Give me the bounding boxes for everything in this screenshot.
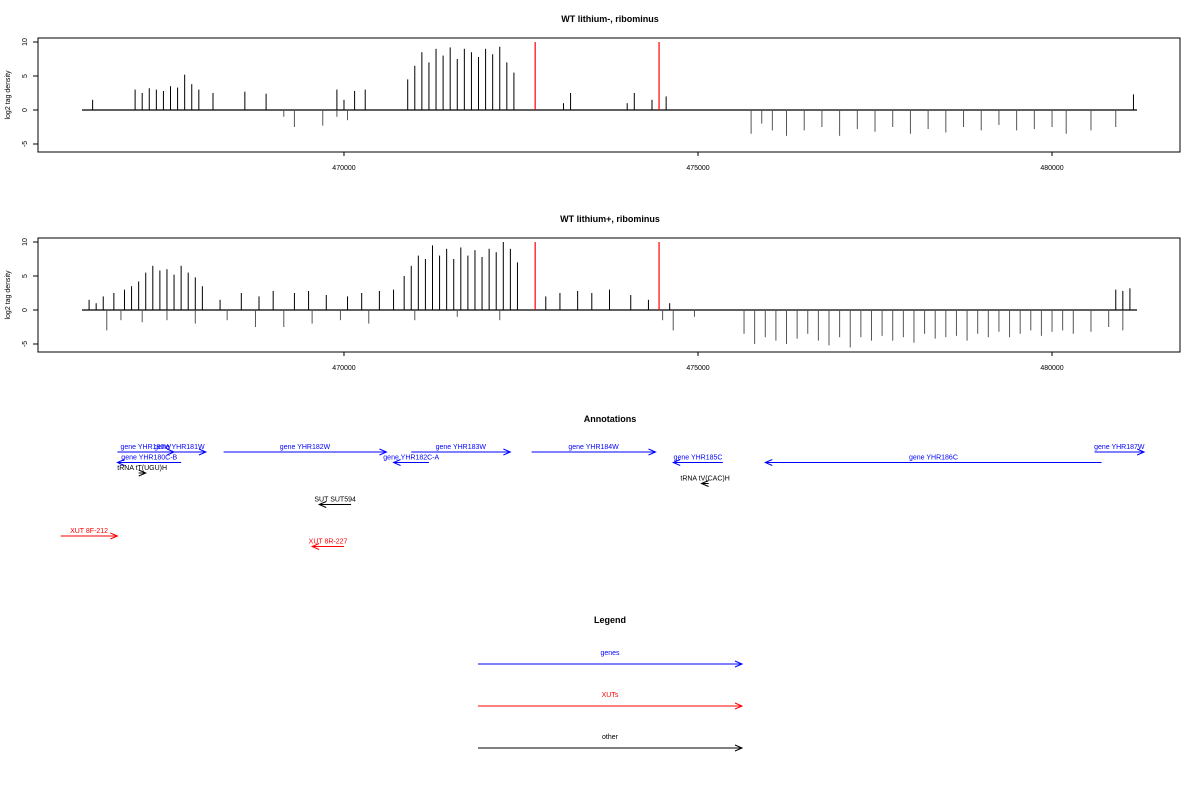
feature-label: gene YHR182W [280, 444, 331, 451]
gene-feature: gene YHR183W [411, 444, 512, 456]
arrow-head [310, 543, 320, 550]
arrow-head [317, 501, 327, 508]
xut-feature: XUT 8F-212 [60, 528, 119, 540]
other-feature: tRNA tT(UGU)H [117, 465, 167, 477]
x-tick-label: 480000 [1040, 365, 1063, 372]
x-tick-label: 470000 [332, 365, 355, 372]
arrow-head [138, 469, 147, 477]
gene-feature: gene YHR182C-A [383, 455, 440, 466]
gene-feature: gene YHR186C [764, 455, 1102, 466]
gene-feature: gene YHR187W [1094, 444, 1146, 456]
y-tick-label: 0 [22, 308, 29, 312]
legend-label: genes [600, 650, 620, 657]
legend-label: other [602, 734, 619, 741]
gene-feature: gene YHR185C [671, 455, 723, 466]
feature-label: gene YHR183W [436, 444, 487, 451]
feature-label: gene YHR180C-B [121, 455, 177, 462]
y-tick-label: 10 [22, 238, 29, 246]
gene-feature: gene YHR180C-B [116, 455, 182, 466]
gene-feature: gene YHR184W [531, 444, 657, 456]
arrow-head [379, 448, 388, 456]
y-tick-label: -5 [22, 141, 29, 147]
feature-label: gene YHR181W [154, 444, 205, 451]
feature-label: gene YHR187W [1094, 444, 1145, 451]
other-feature: tRNA tV(CAC)H [680, 476, 730, 487]
chart-title: WT lithium-, ribominus [561, 14, 659, 24]
y-axis-label: log2 tag density [5, 270, 12, 320]
plot-frame [37, 237, 1181, 353]
legend-title: Legend [594, 615, 626, 625]
track-panel-2: WT lithium+, ribominus -5 0 5 10 log2 tag den… [5, 214, 1181, 372]
arrow-head [671, 459, 681, 466]
x-tick-label: 480000 [1040, 165, 1063, 172]
legend-item-other: other [478, 734, 744, 752]
arrow-head [503, 448, 512, 456]
y-tick-label: 5 [22, 74, 29, 78]
arrow-head [116, 459, 125, 466]
arrow-head [734, 660, 744, 668]
plot-frame [37, 37, 1181, 153]
legend-item-xuts: XUTs [478, 692, 744, 710]
x-tick-label: 470000 [332, 165, 355, 172]
arrow-head [392, 459, 401, 466]
chart-title: WT lithium+, ribominus [560, 214, 660, 224]
feature-label: gene YHR180W [120, 444, 171, 451]
gene-feature: gene YHR182W [223, 444, 388, 456]
legend: Legend genes XUTs other [478, 615, 744, 752]
feature-label: tRNA tV(CAC)H [680, 476, 729, 483]
arrow-head [648, 448, 657, 456]
feature-label: gene YHR185C [674, 455, 723, 462]
feature-label: gene YHR186C [909, 455, 958, 462]
arrow-head [764, 459, 773, 466]
feature-label: tRNA tT(UGU)H [117, 465, 167, 472]
track-panel-1: WT lithium-, ribominus -5 0 5 10 log2 tag den… [5, 14, 1181, 172]
feature-label: gene YHR182C-A [383, 455, 439, 462]
y-tick-label: 10 [22, 38, 29, 46]
legend-item-genes: genes [478, 650, 744, 668]
annotations-title: Annotations [584, 414, 637, 424]
y-tick-label: 5 [22, 274, 29, 278]
legend-label: XUTs [602, 692, 619, 699]
other-feature: SUT SUT594 [314, 497, 356, 508]
feature-label: SUT SUT594 [314, 497, 356, 504]
x-tick-label: 475000 [686, 365, 709, 372]
gene-feature: gene YHR181W [152, 444, 208, 456]
arrow-head [734, 744, 744, 752]
y-tick-label: -5 [22, 341, 29, 347]
x-tick-label: 475000 [686, 165, 709, 172]
xut-feature: XUT 8R-227 [309, 539, 348, 550]
arrow-head [734, 702, 744, 710]
feature-label: gene YHR184W [568, 444, 619, 451]
arrow-head [1136, 448, 1146, 456]
y-tick-label: 0 [22, 108, 29, 112]
feature-label: XUT 8F-212 [70, 528, 108, 535]
arrow-head [110, 532, 119, 540]
y-axis-label: log2 tag density [5, 70, 12, 120]
arrow-head [700, 480, 709, 487]
arrow-head [198, 448, 208, 456]
feature-label: XUT 8R-227 [309, 539, 348, 546]
